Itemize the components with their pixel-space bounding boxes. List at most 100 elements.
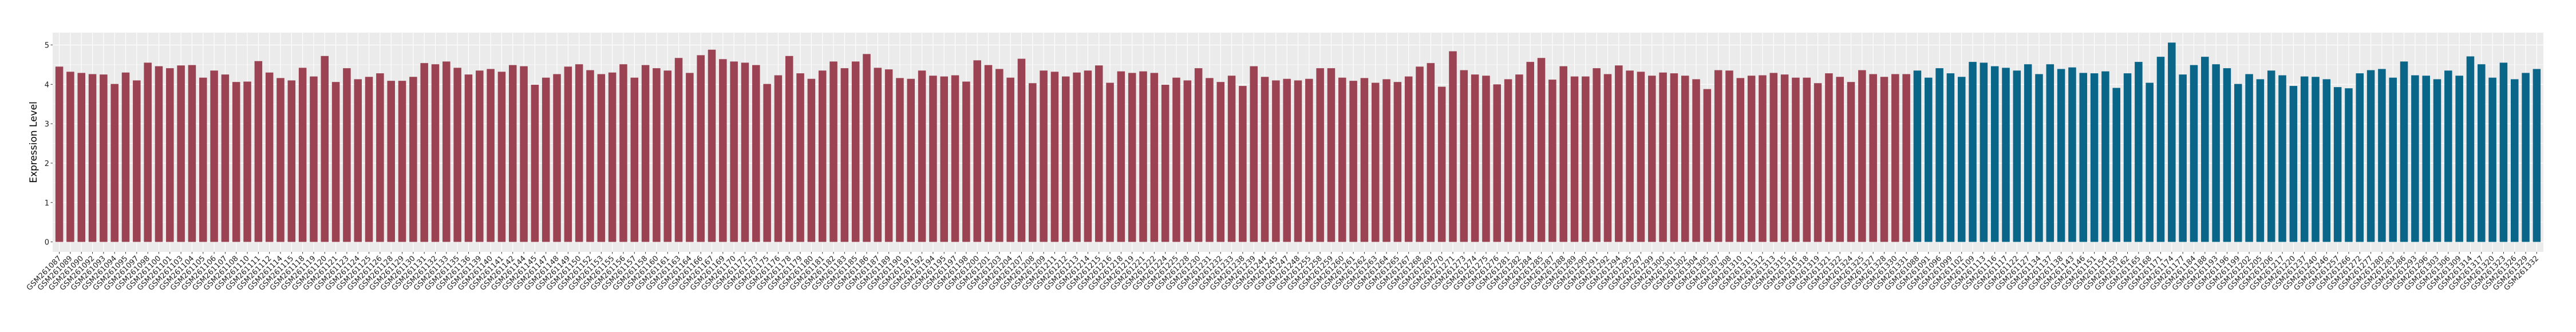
bar-GSM261100 — [155, 66, 163, 242]
bar-GSM261255 — [1305, 78, 1313, 242]
bar-GSM261131 — [420, 63, 428, 242]
bar-GSM261238 — [1239, 86, 1247, 242]
bar-GSM261154 — [2101, 71, 2109, 242]
bar-GSM261128 — [387, 81, 395, 242]
bar-GSM261292 — [1603, 74, 1612, 242]
bar-GSM261300 — [1659, 72, 1667, 242]
bar-GSM261199 — [2234, 84, 2242, 242]
y-tick-label: 3 — [45, 120, 49, 129]
bar-GSM261177 — [2179, 74, 2187, 242]
bar-GSM261290 — [1582, 76, 1590, 242]
bar-GSM261215 — [1095, 65, 1103, 242]
bar-GSM261320 — [2488, 77, 2496, 242]
bar-GSM261169 — [719, 59, 727, 242]
bar-GSM261327 — [1869, 74, 1877, 242]
bar-GSM261094 — [110, 84, 118, 242]
bar-GSM261160 — [653, 68, 661, 242]
bar-GSM261090 — [77, 73, 85, 242]
bar-GSM261092 — [88, 74, 97, 242]
bar-GSM261115 — [287, 80, 296, 242]
bar-GSM261134 — [2035, 74, 2043, 242]
bar-GSM261273 — [1460, 70, 1468, 242]
bar-GSM261091 — [1925, 77, 1933, 242]
bar-GSM261153 — [597, 74, 606, 242]
bar-GSM261178 — [785, 56, 793, 242]
y-tick-label: 5 — [45, 42, 49, 50]
bar-GSM261152 — [586, 70, 594, 242]
bar-GSM261274 — [1471, 74, 1479, 242]
bar-GSM261306 — [2444, 70, 2452, 242]
bar-GSM261233 — [1227, 76, 1236, 242]
bar-GSM261088 — [1913, 70, 1922, 242]
bar-GSM261198 — [962, 81, 970, 242]
bar-GSM261142 — [508, 65, 517, 242]
bar-GSM261183 — [840, 68, 849, 242]
bar-GSM261157 — [630, 77, 639, 242]
bar-GSM261185 — [851, 61, 860, 242]
bar-GSM261175 — [763, 84, 771, 242]
bar-GSM261324 — [1847, 82, 1855, 242]
bar-GSM261309 — [2455, 76, 2463, 242]
bar-GSM261113 — [1980, 62, 1988, 242]
bar-GSM261263 — [1371, 82, 1380, 242]
bar-GSM261129 — [398, 81, 406, 242]
bar-GSM261321 — [1825, 73, 1833, 242]
bar-GSM261212 — [1062, 76, 1070, 242]
bar-GSM261144 — [520, 66, 528, 242]
bar-GSM261323 — [2499, 62, 2508, 242]
bar-GSM261146 — [2079, 73, 2088, 242]
bar-GSM261272 — [2356, 73, 2364, 242]
bar-GSM261159 — [2112, 88, 2120, 242]
bar-GSM261315 — [1780, 74, 1789, 242]
bar-GSM261197 — [951, 75, 959, 242]
bar-GSM261244 — [1261, 77, 1269, 242]
bar-GSM261108 — [232, 82, 240, 242]
bar-GSM261271 — [1449, 51, 1457, 242]
bar-GSM261200 — [973, 60, 981, 242]
bar-GSM261147 — [542, 77, 550, 242]
bar-GSM261132 — [431, 64, 440, 242]
bar-GSM261141 — [497, 72, 506, 242]
bar-GSM261102 — [1957, 77, 1966, 242]
bar-GSM261187 — [874, 68, 882, 242]
bar-GSM261208 — [1029, 83, 1037, 242]
bar-GSM261126 — [376, 73, 384, 242]
bar-GSM261211 — [1050, 72, 1059, 242]
bar-GSM261228 — [1183, 80, 1192, 242]
y-axis-title: Expression Level — [28, 101, 39, 183]
bar-GSM261095 — [121, 72, 130, 242]
bar-GSM261304 — [1692, 79, 1700, 242]
bar-GSM261119 — [310, 76, 318, 242]
bar-GSM261224 — [1161, 85, 1170, 242]
bar-GSM261310 — [1736, 78, 1745, 242]
bar-GSM261089 — [66, 72, 74, 242]
bar-GSM261237 — [2300, 76, 2309, 242]
bar-GSM261205 — [2256, 79, 2265, 242]
bar-GSM261329 — [2522, 73, 2530, 242]
bar-GSM261135 — [453, 68, 461, 242]
bar-GSM261120 — [321, 56, 329, 242]
bar-GSM261097 — [133, 80, 141, 242]
bar-GSM261245 — [1272, 80, 1280, 242]
bar-GSM261173 — [752, 65, 760, 242]
y-tick-label: 1 — [45, 199, 49, 208]
bar-GSM261247 — [1283, 78, 1291, 242]
bar-GSM261222 — [1150, 73, 1159, 242]
bar-GSM261239 — [1250, 66, 1258, 242]
bar-GSM261168 — [2146, 82, 2154, 242]
bar-GSM261155 — [608, 72, 617, 242]
bar-GSM261266 — [2345, 88, 2353, 242]
bar-GSM261145 — [531, 85, 539, 242]
bar-GSM261130 — [409, 77, 417, 242]
bar-GSM261295 — [1626, 70, 1634, 242]
bar-GSM261318 — [1803, 77, 1811, 242]
bar-GSM261114 — [276, 78, 285, 242]
bar-GSM261172 — [741, 62, 749, 242]
bar-GSM261328 — [1880, 77, 1888, 242]
bar-GSM261121 — [331, 82, 340, 242]
bar-GSM261123 — [343, 68, 351, 242]
bar-GSM261105 — [199, 77, 207, 242]
bar-GSM261209 — [1040, 70, 1048, 242]
bar-GSM261213 — [1073, 72, 1081, 242]
